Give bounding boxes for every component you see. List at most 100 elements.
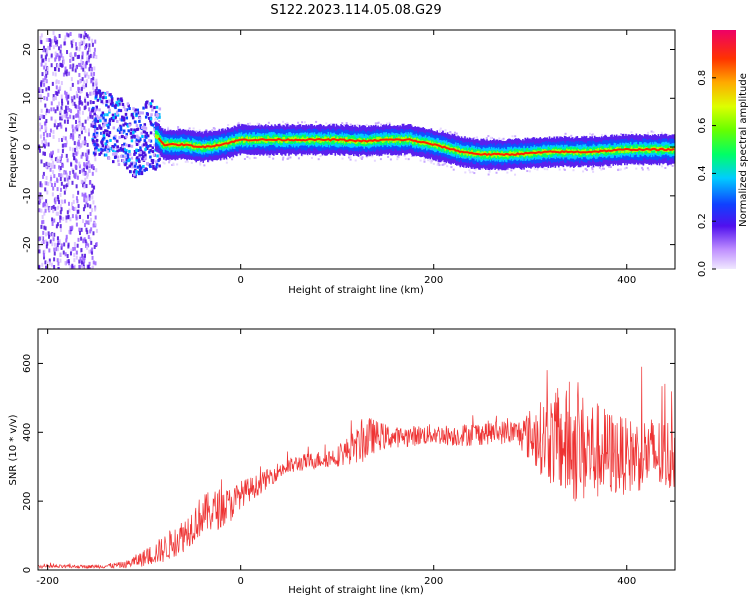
noise-cell <box>39 114 42 119</box>
noise-cell <box>75 255 78 260</box>
noise-cell <box>55 211 58 216</box>
noise-cell <box>119 117 122 121</box>
noise-cell <box>39 199 42 204</box>
noise-cell <box>101 132 105 136</box>
noise-cell <box>136 165 140 169</box>
noise-cell <box>52 45 55 50</box>
noise-cell <box>99 115 103 119</box>
noise-cell <box>100 100 103 104</box>
noise-cell <box>76 127 79 132</box>
noise-cell <box>71 124 74 129</box>
noise-cell <box>112 148 115 152</box>
noise-cell <box>81 152 84 157</box>
halo-cell <box>452 168 455 171</box>
noise-cell <box>60 207 63 212</box>
noise-cell <box>124 151 128 155</box>
noise-cell <box>75 91 78 96</box>
halo-cell <box>429 160 432 163</box>
noise-cell <box>107 125 110 129</box>
noise-cell <box>85 60 88 65</box>
noise-cell <box>57 240 60 245</box>
noise-cell <box>112 126 116 130</box>
noise-cell <box>110 146 113 150</box>
noise-cell <box>47 86 50 91</box>
halo-cell <box>469 171 472 174</box>
noise-cell <box>155 105 159 109</box>
noise-cell <box>115 112 119 116</box>
noise-cell <box>84 193 87 198</box>
noise-cell <box>95 105 98 109</box>
noise-cell <box>103 113 106 117</box>
noise-cell <box>135 138 139 142</box>
halo-cell <box>446 165 449 168</box>
noise-cell <box>149 131 153 135</box>
halo-cell <box>600 168 603 171</box>
y-tick-label: 200 <box>22 492 33 511</box>
noise-cell <box>95 95 98 99</box>
noise-cell <box>107 134 111 138</box>
noise-cell <box>138 116 142 120</box>
noise-cell <box>59 192 62 197</box>
noise-cell <box>85 164 88 169</box>
noise-cell <box>122 159 125 163</box>
noise-cell <box>102 124 105 128</box>
noise-cell <box>68 208 71 213</box>
halo-cell <box>177 128 180 131</box>
noise-cell <box>72 147 75 152</box>
halo-cell <box>630 131 633 134</box>
noise-cell <box>87 235 90 240</box>
colorbar-tick-label: 0.4 <box>697 165 708 181</box>
noise-cell <box>38 195 41 200</box>
noise-cell <box>95 54 98 59</box>
noise-cell <box>56 158 59 163</box>
noise-cell <box>45 111 48 116</box>
noise-cell <box>50 156 53 161</box>
noise-cell <box>72 133 75 138</box>
noise-cell <box>54 36 57 41</box>
halo-cell <box>449 131 452 134</box>
halo-cell <box>625 166 628 169</box>
noise-cell <box>133 150 137 154</box>
noise-cell <box>43 255 46 260</box>
noise-cell <box>48 109 51 114</box>
noise-cell <box>81 256 84 261</box>
noise-cell <box>59 85 62 90</box>
noise-cell <box>59 218 62 223</box>
noise-cell <box>111 101 114 105</box>
noise-cell <box>84 46 87 51</box>
noise-cell <box>44 103 47 108</box>
noise-cell <box>144 167 148 171</box>
noise-cell <box>117 108 121 112</box>
noise-cell <box>71 82 74 87</box>
noise-cell <box>93 221 96 226</box>
noise-cell <box>134 175 137 179</box>
noise-cell <box>45 161 48 166</box>
noise-cell <box>45 108 48 113</box>
noise-cell <box>53 257 56 262</box>
halo-cell <box>198 129 201 132</box>
noise-cell <box>77 105 80 110</box>
noise-cell <box>94 80 97 85</box>
noise-cell <box>139 124 142 128</box>
noise-cell <box>137 149 140 153</box>
noise-cell <box>61 173 64 178</box>
noise-cell <box>65 69 68 74</box>
noise-cell <box>125 108 129 112</box>
noise-cell <box>121 148 125 152</box>
noise-cell <box>42 45 45 50</box>
noise-cell <box>72 169 75 174</box>
noise-cell <box>38 94 41 99</box>
noise-cell <box>93 112 96 116</box>
noise-cell <box>144 126 148 130</box>
noise-cell <box>40 224 43 229</box>
halo-cell <box>315 120 318 123</box>
noise-cell <box>65 109 68 114</box>
halo-cell <box>563 168 566 171</box>
noise-cell <box>69 251 72 256</box>
halo-cell <box>623 167 626 170</box>
noise-cell <box>43 82 46 87</box>
noise-cell <box>50 176 53 181</box>
halo-cell <box>184 160 187 163</box>
noise-cell <box>91 255 94 260</box>
noise-cell <box>80 236 83 241</box>
